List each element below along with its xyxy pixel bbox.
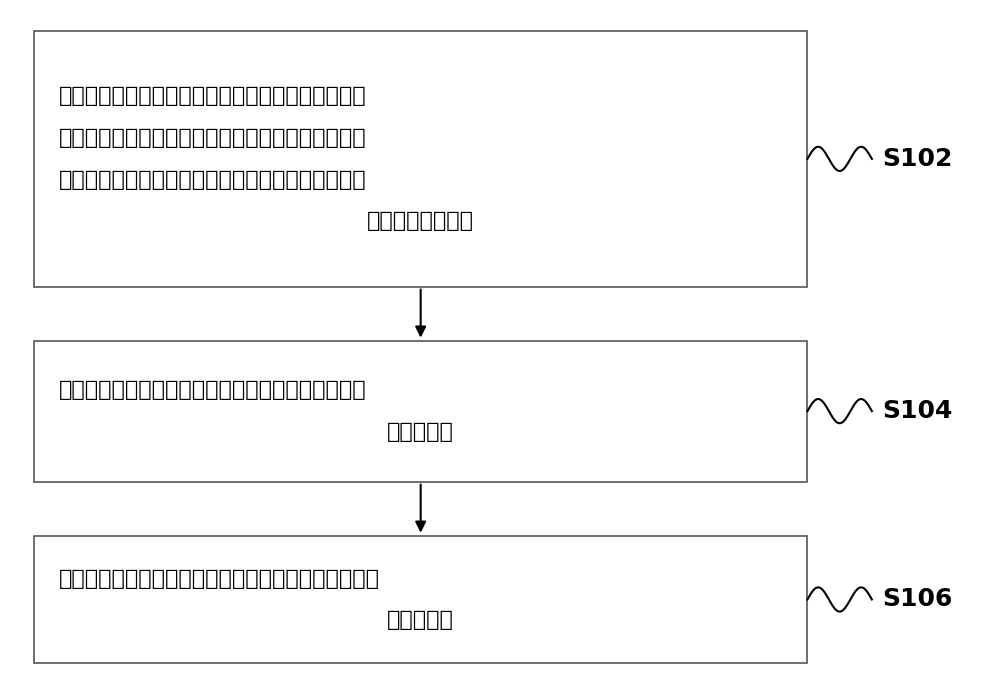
Text: S102: S102: [882, 147, 952, 171]
Text: 世界坐标値: 世界坐标値: [387, 610, 454, 631]
Text: 界坐标系中的第一世界坐标値，以及作业点相对于机: 界坐标系中的第一世界坐标値，以及作业点相对于机: [59, 170, 366, 190]
Text: 括：机器人朝向作业面的角度，机器人所处站点在世: 括：机器人朝向作业面的角度，机器人所处站点在世: [59, 128, 366, 148]
FancyBboxPatch shape: [34, 31, 807, 287]
Text: 器人的相对坐标値: 器人的相对坐标値: [367, 211, 474, 232]
Text: S104: S104: [882, 399, 952, 423]
Text: S106: S106: [882, 588, 952, 612]
Text: 中的坐标値: 中的坐标値: [387, 422, 454, 442]
Text: 通过作业数据和角度，确定多个辅助点在世界坐标系: 通过作业数据和角度，确定多个辅助点在世界坐标系: [59, 380, 366, 400]
FancyBboxPatch shape: [34, 535, 807, 663]
FancyBboxPatch shape: [34, 340, 807, 481]
Text: 获取目标作业面的作业数据，其中，作业数据至少包: 获取目标作业面的作业数据，其中，作业数据至少包: [59, 86, 366, 106]
Text: 根据多个辅助点的坐标値，确定机器人的作业点的第二: 根据多个辅助点的坐标値，确定机器人的作业点的第二: [59, 569, 380, 588]
